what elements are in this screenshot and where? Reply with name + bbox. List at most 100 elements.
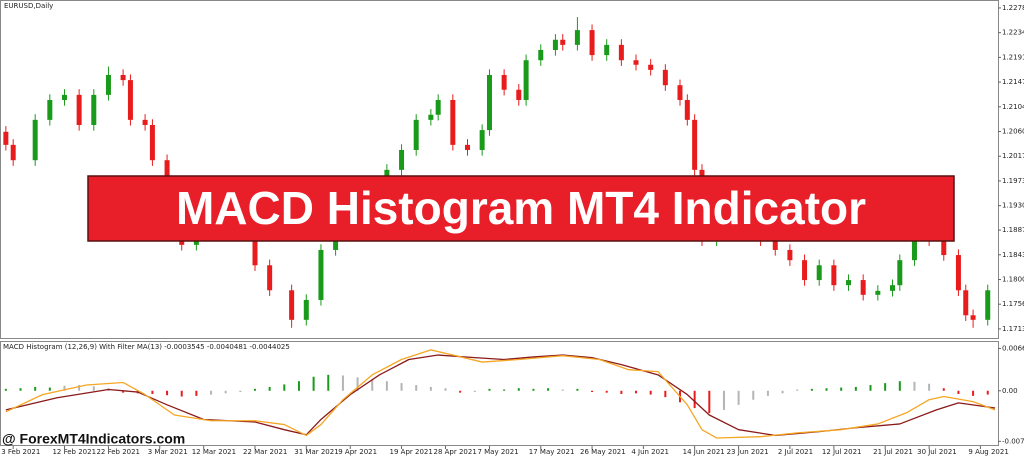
candle-body bbox=[464, 144, 470, 150]
histogram-bar bbox=[840, 387, 843, 391]
x-tick-label: 4 Jun 2021 bbox=[631, 448, 669, 456]
histogram-bar bbox=[151, 390, 154, 394]
histogram-bar bbox=[737, 390, 740, 405]
histogram-bar bbox=[356, 377, 359, 391]
y-tick-label: 1.22345 bbox=[1002, 29, 1024, 37]
candle-body bbox=[399, 149, 405, 170]
candle-body bbox=[127, 80, 133, 120]
candle-body bbox=[831, 265, 837, 286]
candle-body bbox=[486, 74, 492, 131]
x-tick-label: 30 Jul 2021 bbox=[917, 448, 957, 456]
candle-body bbox=[10, 144, 16, 161]
y-tick-label: 1.19300 bbox=[1002, 202, 1024, 210]
histogram-bar bbox=[34, 386, 37, 391]
candle-body bbox=[3, 131, 9, 145]
histogram-bar bbox=[180, 390, 183, 397]
histogram-bar bbox=[92, 386, 95, 391]
x-tick-label: 12 Jul 2021 bbox=[822, 448, 862, 456]
x-tick-label: 22 Mar 2021 bbox=[243, 448, 287, 456]
candle-body bbox=[450, 99, 456, 145]
x-tick-label: 19 Apr 2021 bbox=[390, 448, 433, 456]
histogram-bar bbox=[722, 390, 725, 410]
y-tick-label: 1.19735 bbox=[1002, 177, 1024, 185]
candle-body bbox=[846, 280, 852, 286]
candle-body bbox=[303, 299, 309, 320]
histogram-bar bbox=[444, 388, 447, 391]
histogram-bar bbox=[825, 388, 828, 391]
x-tick-label: 7 May 2021 bbox=[477, 448, 518, 456]
x-tick-label: 31 Mar 2021 bbox=[294, 448, 338, 456]
candle-body bbox=[32, 119, 38, 161]
candle-body bbox=[76, 94, 82, 125]
histogram-bar bbox=[605, 390, 608, 393]
candle-body bbox=[816, 265, 822, 281]
candle-body bbox=[47, 99, 53, 120]
candle-body bbox=[941, 240, 947, 256]
histogram-bar bbox=[253, 388, 256, 391]
y-tick-label: 1.17565 bbox=[1002, 300, 1024, 308]
histogram-bar bbox=[224, 390, 227, 394]
candle-body bbox=[677, 85, 683, 100]
banner-text: MACD Histogram MT4 Indicator bbox=[176, 182, 866, 234]
x-tick-label: 23 Jun 2021 bbox=[727, 448, 769, 456]
candle-body bbox=[120, 74, 126, 81]
histogram-bar bbox=[591, 390, 594, 393]
x-tick-label: 12 Mar 2021 bbox=[192, 448, 236, 456]
histogram-bar bbox=[942, 388, 945, 391]
candle-body bbox=[911, 230, 917, 261]
histogram-bar bbox=[415, 385, 418, 391]
candle-body bbox=[772, 240, 778, 250]
indicator-line bbox=[5, 349, 996, 439]
histogram-bar bbox=[327, 374, 330, 391]
histogram-bar bbox=[547, 388, 550, 391]
y-tick-label: 1.20605 bbox=[1002, 128, 1024, 136]
histogram-bar bbox=[810, 388, 813, 391]
histogram-bar bbox=[429, 386, 432, 391]
y-tick-label: 1.21040 bbox=[1002, 103, 1024, 111]
y-tick-label: 1.21475 bbox=[1002, 78, 1024, 86]
candle-body bbox=[149, 124, 155, 161]
histogram-bar bbox=[561, 389, 564, 391]
candle-body bbox=[560, 39, 566, 45]
histogram-bar bbox=[635, 390, 638, 394]
x-tick-label: 2 Jul 2021 bbox=[778, 448, 813, 456]
candle-body bbox=[648, 64, 654, 70]
candle-body bbox=[105, 74, 111, 95]
x-tick-label: 14 Jun 2021 bbox=[683, 448, 725, 456]
histogram-bar bbox=[341, 375, 344, 391]
histogram-bar bbox=[166, 390, 169, 396]
candle-body bbox=[860, 280, 866, 295]
candle-body bbox=[787, 249, 793, 261]
symbol-label: EURUSD,Daily bbox=[4, 2, 53, 10]
histogram-bar bbox=[63, 385, 66, 391]
y-tick-label: 0.00 bbox=[1002, 387, 1018, 395]
histogram-bar bbox=[385, 381, 388, 391]
candle-body bbox=[501, 74, 507, 90]
histogram-bar bbox=[268, 386, 271, 391]
y-tick-label: -0.007925 bbox=[1002, 437, 1024, 445]
histogram-bar bbox=[986, 390, 989, 395]
y-tick-label: 1.17130 bbox=[1002, 325, 1024, 333]
candle-body bbox=[589, 30, 595, 56]
histogram-bar bbox=[576, 388, 579, 391]
y-tick-label: 1.21910 bbox=[1002, 53, 1024, 61]
y-tick-label: 1.18870 bbox=[1002, 226, 1024, 234]
sub-panel-frame bbox=[0, 341, 999, 446]
histogram-bar bbox=[796, 389, 799, 391]
histogram-bar bbox=[781, 390, 784, 394]
candle-body bbox=[61, 94, 67, 100]
candle-body bbox=[479, 130, 485, 150]
candle-body bbox=[985, 290, 991, 320]
candle-body bbox=[516, 89, 522, 100]
histogram-bar bbox=[693, 390, 696, 408]
main-panel-frame bbox=[0, 0, 999, 339]
x-tick-label: 12 Feb 2021 bbox=[52, 448, 96, 456]
candle-body bbox=[633, 60, 639, 65]
histogram-bar bbox=[517, 388, 520, 391]
x-tick-label: 3 Mar 2021 bbox=[148, 448, 188, 456]
candle-body bbox=[662, 69, 668, 86]
candle-body bbox=[428, 114, 434, 120]
histogram-bar bbox=[371, 379, 374, 391]
histogram-bar bbox=[957, 390, 960, 394]
